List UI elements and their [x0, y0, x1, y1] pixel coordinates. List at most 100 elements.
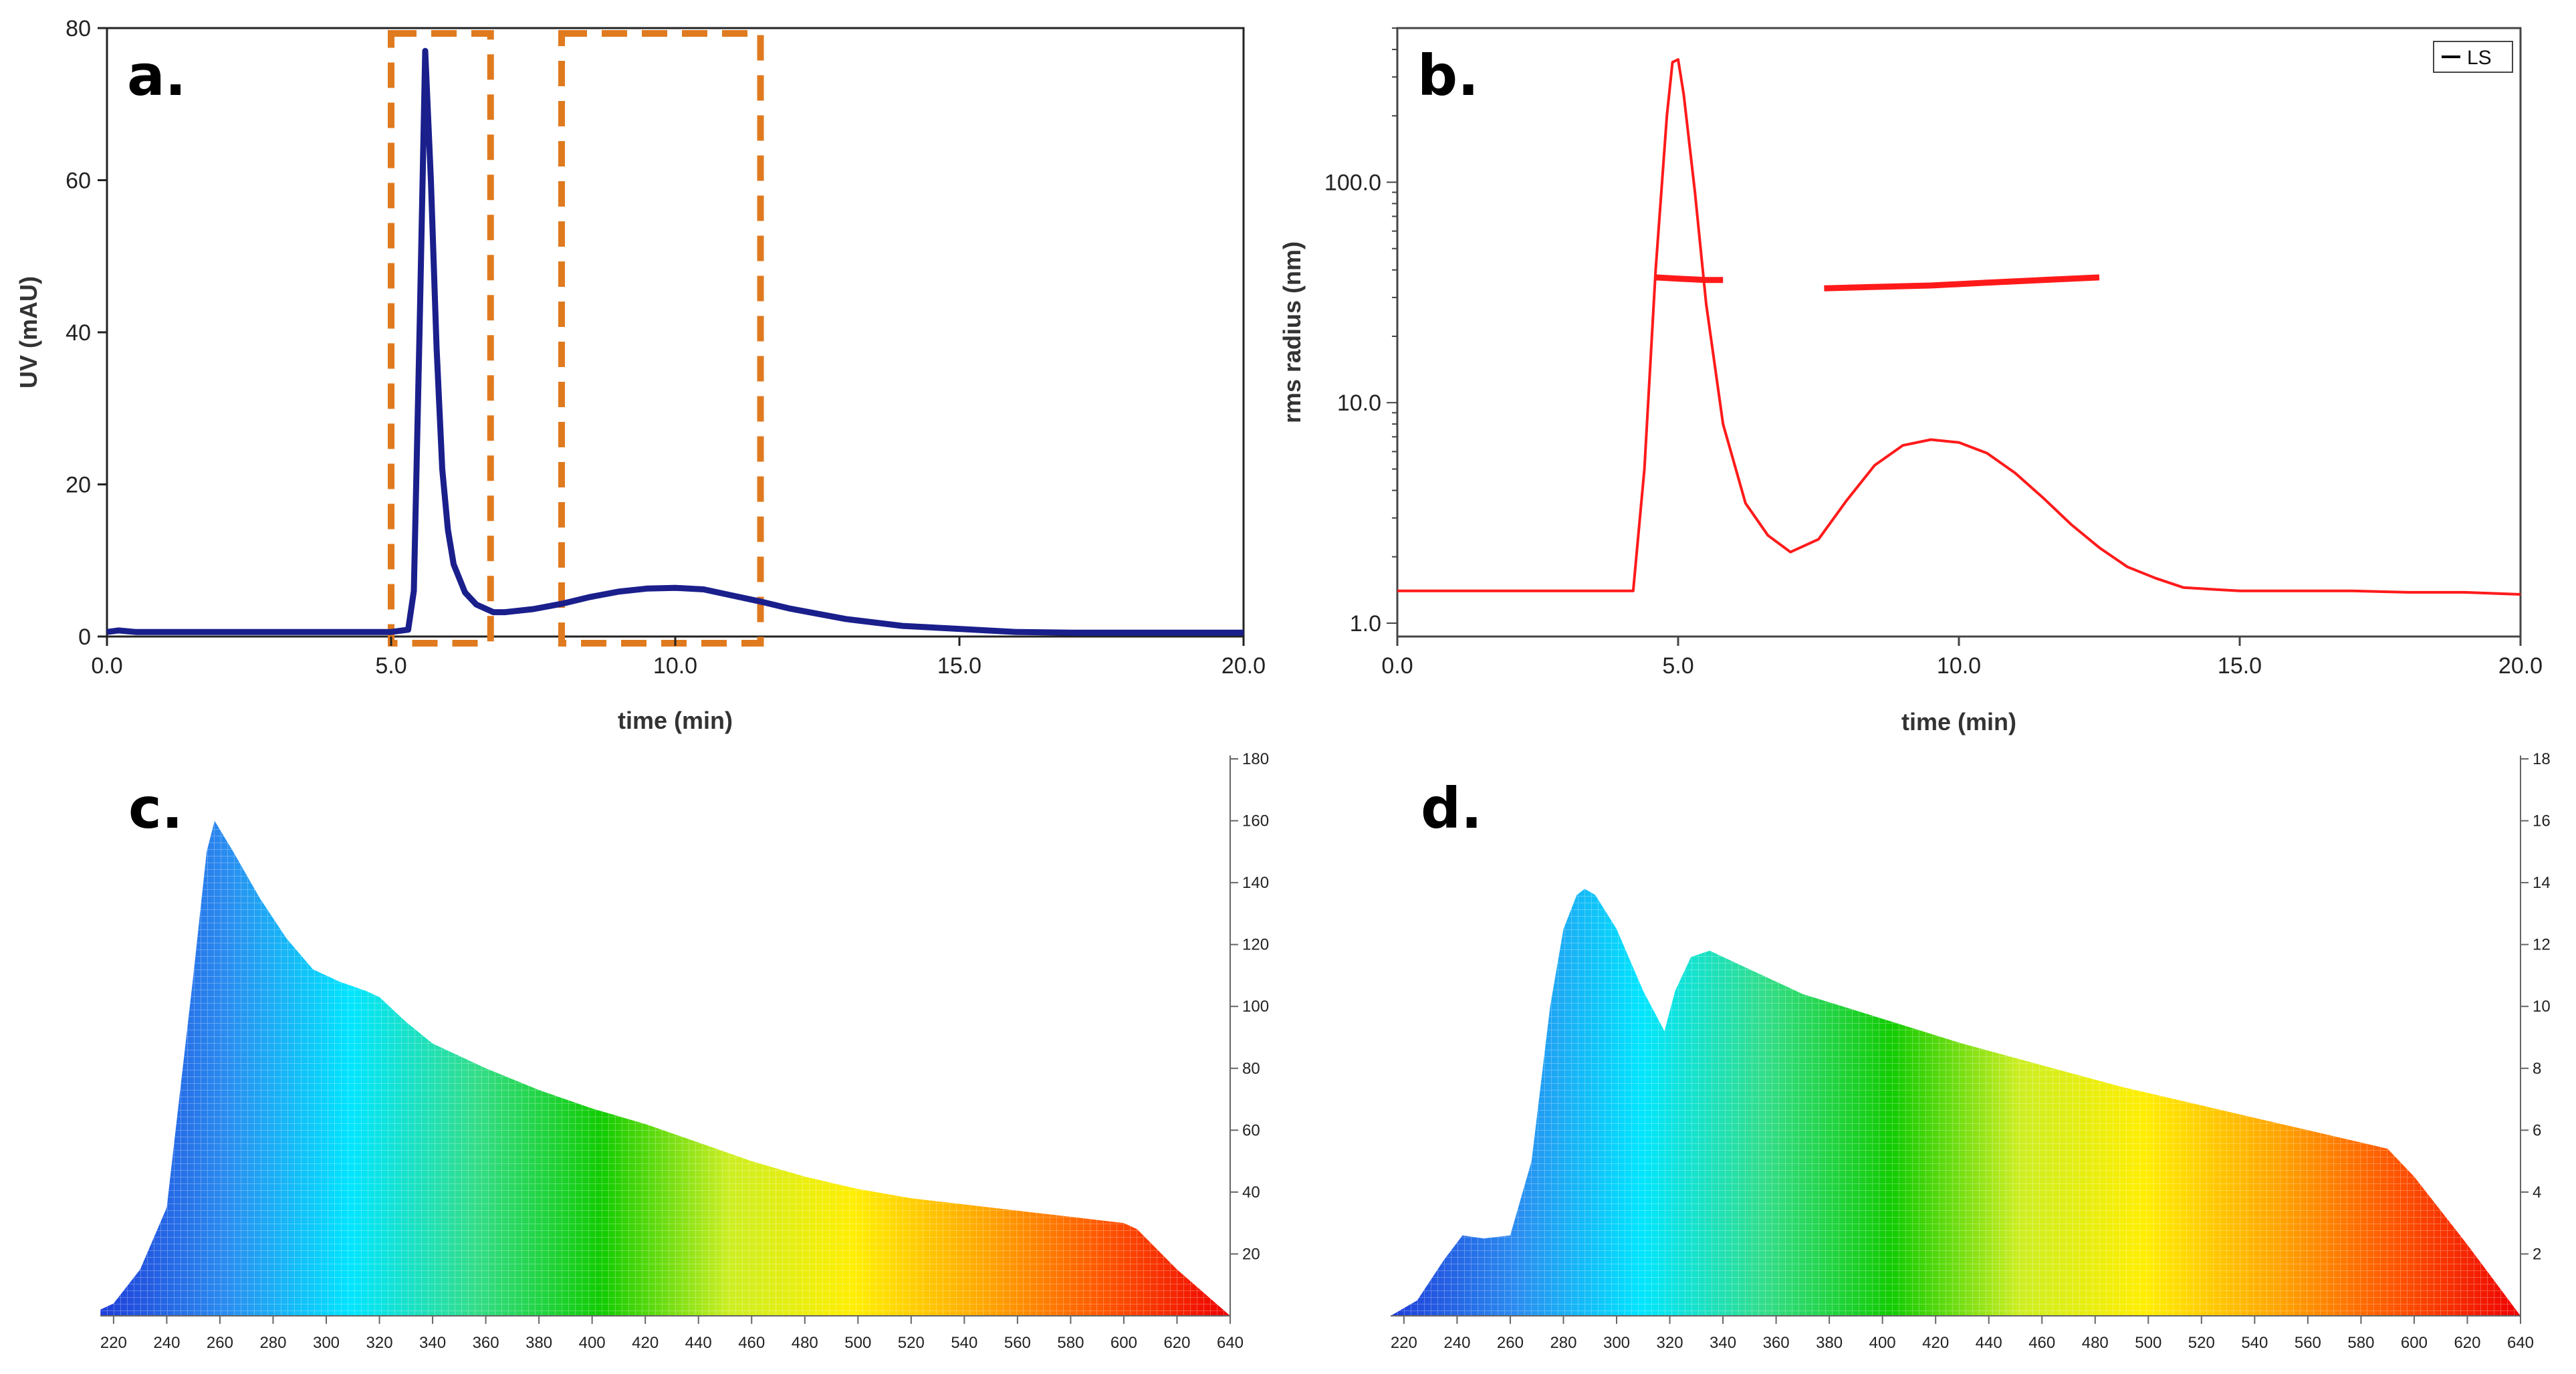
panel-label-c: c. [128, 776, 183, 841]
y-tick-label: 20 [1242, 1245, 1260, 1263]
x-tick-label: 15.0 [937, 653, 981, 679]
x-tick-label: 600 [1110, 1334, 1137, 1352]
y-tick-label: 14 [2533, 874, 2551, 892]
x-tick-label: 420 [632, 1334, 659, 1352]
highlight-boxes-a [388, 30, 764, 647]
y-tick-label: 18 [2533, 750, 2551, 768]
ls-trace [1397, 58, 2521, 596]
y-ticks-d: 2 4 6 8 10 12 14 16 18 [2521, 750, 2551, 1263]
x-tick-label: 10.0 [653, 653, 697, 679]
panel-c: 220 240 260 280 300 320 340 360 380 400 420 440 460 4… [100, 750, 1269, 1352]
y-tick-label: 12 [2533, 936, 2551, 954]
x-tick-label: 620 [1163, 1334, 1190, 1352]
y-ticks-a: 0 20 40 60 80 [66, 16, 107, 650]
x-tick-label: 440 [1976, 1334, 2002, 1352]
y-tick-label: 1.0 [1350, 611, 1381, 637]
x-axis-title-b: time (min) [1901, 708, 2016, 735]
panel-b: 0.0 5.0 10.0 15.0 20.0 1.0 10.0 100.0 LS time … [1278, 27, 2543, 735]
x-ticks-b: 0.0 5.0 10.0 15.0 20.0 [1381, 637, 2543, 679]
x-tick-label: 360 [1763, 1334, 1790, 1352]
x-tick-label: 300 [313, 1334, 340, 1352]
x-tick-label: 640 [2507, 1334, 2534, 1352]
x-tick-label: 300 [1603, 1334, 1630, 1352]
y-tick-label: 10 [2533, 998, 2551, 1016]
x-tick-label: 520 [898, 1334, 925, 1352]
x-tick-label: 540 [951, 1334, 977, 1352]
x-tick-label: 15.0 [2218, 653, 2262, 679]
x-tick-label: 400 [579, 1334, 606, 1352]
x-tick-label: 560 [1004, 1334, 1031, 1352]
x-tick-label: 540 [2241, 1334, 2268, 1352]
x-tick-label: 520 [2188, 1334, 2215, 1352]
x-tick-label: 20.0 [1221, 653, 1266, 679]
y-ticks-b: 1.0 10.0 100.0 [1324, 27, 1397, 637]
y-tick-label: 6 [2533, 1121, 2541, 1139]
y-tick-label: 40 [66, 320, 91, 346]
x-tick-label: 460 [738, 1334, 765, 1352]
y-tick-label: 40 [1242, 1183, 1260, 1201]
x-tick-label: 580 [2347, 1334, 2374, 1352]
x-tick-label: 5.0 [375, 653, 406, 679]
x-tick-label: 380 [525, 1334, 552, 1352]
y-tick-label: 20 [66, 473, 91, 498]
x-tick-label: 580 [1057, 1334, 1084, 1352]
x-tick-label: 5.0 [1662, 653, 1693, 679]
y-tick-label: 16 [2533, 812, 2551, 830]
x-tick-label: 420 [1922, 1334, 1949, 1352]
y-tick-label: 80 [1242, 1060, 1260, 1078]
x-tick-label: 240 [153, 1334, 180, 1352]
panel-label-d: d. [1421, 776, 1482, 841]
x-tick-label: 280 [259, 1334, 286, 1352]
y-tick-label: 8 [2533, 1060, 2541, 1078]
x-tick-label: 620 [2454, 1334, 2480, 1352]
rms-radius-segment-1 [1655, 274, 1724, 283]
x-tick-label: 220 [1391, 1334, 1417, 1352]
x-tick-label: 480 [2082, 1334, 2109, 1352]
panel-label-b: b. [1417, 43, 1479, 108]
uv-trace [106, 47, 1244, 636]
highlight-box [558, 30, 764, 647]
x-tick-label: 240 [1443, 1334, 1470, 1352]
y-tick-label: 0 [78, 624, 91, 650]
y-tick-label: 160 [1242, 812, 1269, 830]
x-tick-label: 400 [1869, 1334, 1896, 1352]
y-tick-label: 80 [66, 16, 91, 41]
x-tick-label: 260 [207, 1334, 233, 1352]
y-tick-label: 140 [1242, 874, 1269, 892]
x-tick-label: 0.0 [91, 653, 122, 679]
panel-label-a: a. [127, 43, 187, 108]
x-tick-label: 440 [685, 1334, 712, 1352]
y-tick-label: 60 [1242, 1121, 1260, 1139]
x-tick-label: 320 [366, 1334, 393, 1352]
x-tick-label: 0.0 [1381, 653, 1413, 679]
spectrum-mesh-d [1391, 889, 2521, 1316]
x-tick-label: 340 [419, 1334, 446, 1352]
legend-label: LS [2467, 47, 2492, 69]
legend-b: LS [2433, 41, 2513, 73]
x-tick-label: 360 [473, 1334, 499, 1352]
rms-radius-segment-2 [1824, 274, 2100, 292]
x-ticks-c: 220 240 260 280 300 320 340 360 380 400 420 440 460 4… [100, 1316, 1244, 1352]
x-tick-label: 380 [1816, 1334, 1843, 1352]
y-tick-label: 120 [1242, 936, 1269, 954]
y-axis-title-a: UV (mAU) [15, 276, 42, 388]
x-tick-label: 20.0 [2498, 653, 2543, 679]
x-tick-label: 560 [2295, 1334, 2321, 1352]
x-tick-label: 10.0 [1937, 653, 1981, 679]
x-tick-label: 480 [792, 1334, 818, 1352]
x-ticks-a: 0.0 5.0 10.0 15.0 20.0 [91, 637, 1266, 679]
y-tick-label: 4 [2533, 1183, 2541, 1201]
panel-d: 220 240 260 280 300 320 340 360 380 400 420 440 460 4… [1391, 750, 2551, 1352]
x-tick-label: 640 [1217, 1334, 1244, 1352]
x-axis-title-a: time (min) [618, 707, 733, 734]
x-ticks-d: 220 240 260 280 300 320 340 360 380 400 420 440 460 4… [1391, 1316, 2534, 1352]
x-tick-label: 500 [844, 1334, 871, 1352]
y-tick-label: 10.0 [1337, 390, 1381, 416]
x-tick-label: 320 [1657, 1334, 1683, 1352]
x-tick-label: 340 [1710, 1334, 1736, 1352]
y-tick-label: 2 [2533, 1245, 2541, 1263]
x-tick-label: 280 [1550, 1334, 1576, 1352]
highlight-box [388, 30, 494, 647]
